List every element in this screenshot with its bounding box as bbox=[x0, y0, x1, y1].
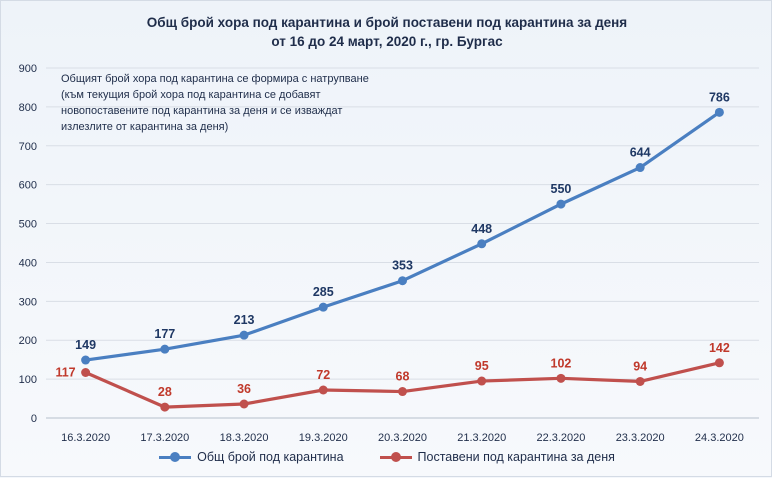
data-label: 72 bbox=[316, 368, 330, 382]
x-tick-label: 22.3.2020 bbox=[536, 432, 585, 444]
data-label: 149 bbox=[75, 338, 96, 352]
data-point bbox=[398, 387, 407, 397]
legend-item-total: Общ брой под карантина bbox=[159, 450, 344, 464]
data-point bbox=[318, 385, 328, 395]
x-tick-label: 24.3.2020 bbox=[695, 432, 744, 444]
y-tick-label: 700 bbox=[19, 141, 37, 153]
legend: Общ брой под карантина Поставени под кар… bbox=[1, 450, 772, 464]
x-tick-label: 18.3.2020 bbox=[220, 432, 269, 444]
data-label: 68 bbox=[396, 370, 410, 384]
data-label: 285 bbox=[313, 285, 334, 299]
data-point bbox=[477, 376, 487, 386]
data-label: 786 bbox=[709, 90, 730, 104]
data-point bbox=[556, 199, 566, 209]
data-point bbox=[239, 399, 249, 409]
data-point bbox=[81, 355, 91, 365]
x-tick-label: 17.3.2020 bbox=[140, 432, 189, 444]
x-tick-label: 23.3.2020 bbox=[616, 432, 665, 444]
x-tick-label: 21.3.2020 bbox=[457, 432, 506, 444]
data-label: 95 bbox=[475, 359, 489, 373]
data-point bbox=[714, 358, 724, 368]
y-tick-label: 500 bbox=[19, 219, 37, 231]
data-point bbox=[239, 330, 249, 340]
legend-swatch-total bbox=[159, 452, 192, 462]
data-label: 142 bbox=[709, 341, 730, 355]
data-label: 550 bbox=[551, 182, 572, 196]
data-point bbox=[398, 276, 407, 286]
data-label: 448 bbox=[471, 222, 492, 236]
y-tick-label: 100 bbox=[19, 374, 37, 386]
y-tick-label: 800 bbox=[19, 102, 37, 114]
legend-swatch-daily bbox=[379, 452, 412, 462]
data-point bbox=[160, 402, 170, 412]
data-label: 353 bbox=[392, 259, 413, 273]
y-tick-label: 300 bbox=[19, 296, 37, 308]
y-tick-label: 900 bbox=[19, 63, 37, 75]
legend-item-daily: Поставени под карантина за деня bbox=[379, 450, 615, 464]
data-point bbox=[635, 163, 645, 173]
data-label: 644 bbox=[630, 146, 651, 160]
data-label: 213 bbox=[234, 313, 255, 327]
chart-title: Общ брой хора под карантина и брой поста… bbox=[146, 15, 628, 30]
data-label: 28 bbox=[158, 385, 172, 399]
x-tick-label: 20.3.2020 bbox=[378, 432, 427, 444]
y-tick-label: 400 bbox=[19, 257, 37, 269]
data-label: 177 bbox=[154, 327, 175, 341]
data-label: 94 bbox=[633, 359, 647, 373]
data-point bbox=[714, 107, 724, 117]
data-point bbox=[477, 239, 487, 249]
x-tick-label: 19.3.2020 bbox=[299, 432, 348, 444]
chart-annotation: Общият брой хора под карантина се формир… bbox=[61, 73, 369, 133]
data-point bbox=[635, 376, 645, 386]
series-line-0 bbox=[84, 110, 721, 362]
data-label: 36 bbox=[237, 382, 251, 396]
x-tick-label: 16.3.2020 bbox=[61, 432, 110, 444]
y-tick-label: 600 bbox=[19, 180, 37, 192]
data-point bbox=[160, 344, 170, 354]
data-label: 102 bbox=[551, 356, 572, 370]
legend-label-daily: Поставени под карантина за деня bbox=[417, 450, 615, 464]
data-point bbox=[81, 368, 91, 377]
data-point bbox=[318, 302, 328, 312]
y-tick-label: 0 bbox=[31, 413, 37, 425]
legend-label-total: Общ брой под карантина bbox=[197, 450, 344, 464]
data-label: 117 bbox=[55, 366, 75, 380]
chart-subtitle: от 16 до 24 март, 2020 г., гр. Бургас bbox=[271, 34, 503, 49]
y-tick-label: 200 bbox=[19, 335, 37, 347]
data-point bbox=[556, 373, 566, 383]
